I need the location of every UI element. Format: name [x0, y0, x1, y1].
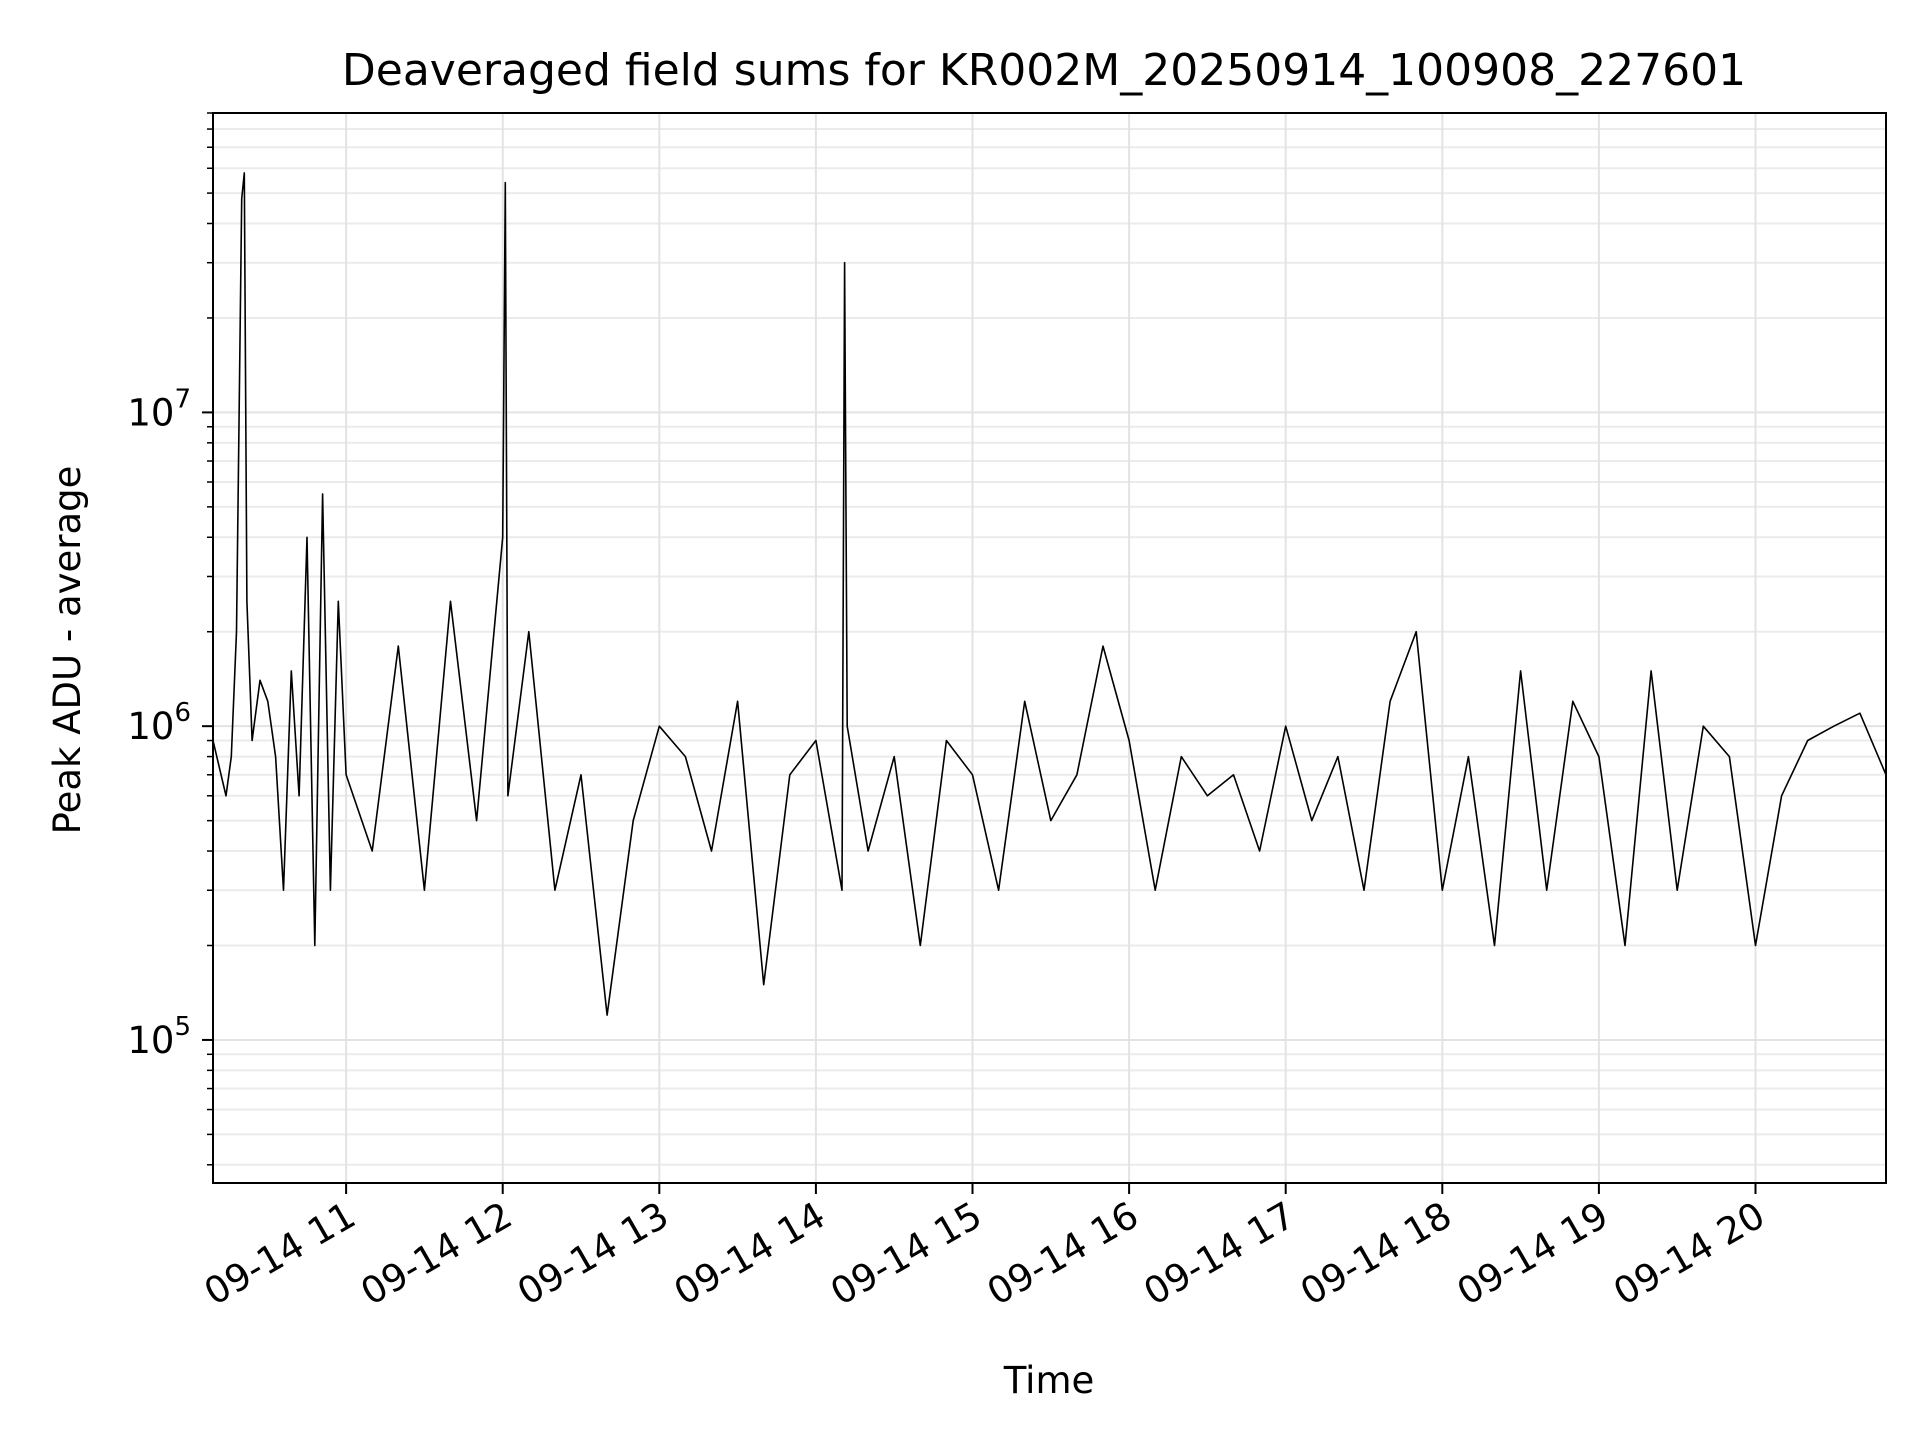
x-axis-label: Time — [1003, 1359, 1095, 1402]
y-tick-label: 106 — [127, 698, 191, 748]
x-tick-label: 09-14 15 — [823, 1194, 989, 1314]
y-ticks: 105 106 107 — [127, 112, 213, 1166]
x-tick-label: 09-14 18 — [1293, 1194, 1459, 1314]
x-tick-label: 09-14 11 — [197, 1194, 363, 1314]
y-tick-label: 105 — [127, 1012, 191, 1062]
x-tick-label: 09-14 17 — [1137, 1194, 1303, 1314]
y-axis-label: Peak ADU - average — [46, 466, 89, 835]
grid — [213, 112, 1886, 1183]
x-tick-label: 09-14 16 — [980, 1194, 1146, 1314]
x-tick-label: 09-14 19 — [1450, 1194, 1616, 1314]
series-line — [212, 172, 1887, 1016]
x-tick-label: 09-14 12 — [354, 1194, 520, 1314]
x-tick-label: 09-14 20 — [1606, 1194, 1772, 1314]
y-tick-label: 107 — [127, 384, 191, 434]
series-layer — [212, 172, 1887, 1016]
x-tick-label: 09-14 14 — [667, 1194, 833, 1314]
chart-title: Deaveraged field sums for KR002M_2025091… — [342, 45, 1746, 96]
plot-frame — [212, 112, 1887, 1184]
x-tick-label: 09-14 13 — [510, 1194, 676, 1314]
